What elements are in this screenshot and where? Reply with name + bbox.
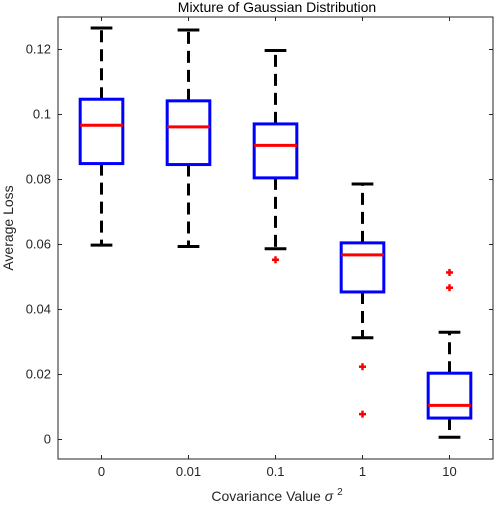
y-tick-label: 0 (44, 432, 51, 447)
outlier-marker (272, 256, 279, 264)
y-tick-label: 0.04 (26, 302, 51, 317)
y-tick-label: 0.02 (26, 367, 51, 382)
outlier-marker (359, 410, 366, 418)
x-axis-label-superscript: 2 (337, 487, 343, 498)
iqr-box (165, 99, 212, 167)
iqr-box (426, 371, 473, 420)
x-tick-label: 10 (442, 464, 456, 479)
y-tick-label: 0.08 (26, 172, 51, 187)
chart-title: Mixture of Gaussian Distribution (178, 0, 376, 15)
x-tick-label: 1 (359, 464, 366, 479)
x-tick-label: 0.01 (176, 464, 201, 479)
outlier-marker (359, 363, 366, 371)
y-axis-label: Average Loss (0, 185, 16, 270)
y-tick-label: 0.06 (26, 237, 51, 252)
x-axis-label: Covariance Value σ 2 (211, 487, 343, 504)
x-tick-label: 0 (98, 464, 105, 479)
x-tick-label: 0.1 (266, 464, 284, 479)
y-tick-label: 0.12 (26, 42, 51, 57)
x-axis-label-symbol: σ (325, 488, 334, 504)
y-tick-label: 0.1 (33, 107, 51, 122)
iqr-box (339, 241, 386, 294)
x-axis-label-text: Covariance Value (211, 488, 321, 504)
outlier-marker (446, 268, 453, 276)
iqr-box (78, 97, 125, 166)
outlier-marker (446, 284, 453, 292)
plot-area: 0 0.02 0.04 0.06 0.08 0.1 0.12 0 0.01 0.1 1 10 (26, 16, 494, 479)
iqr-box (252, 122, 299, 180)
